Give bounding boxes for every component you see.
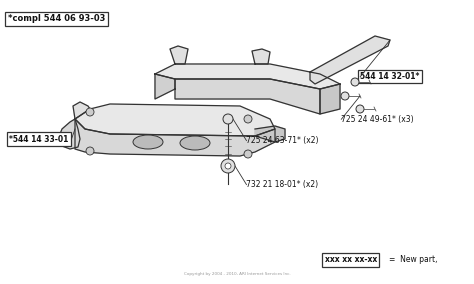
Polygon shape xyxy=(73,102,90,119)
Text: 544 14 32-01*: 544 14 32-01* xyxy=(360,72,419,81)
Polygon shape xyxy=(155,64,340,89)
Circle shape xyxy=(341,92,349,100)
Text: 725 24 49-61* (x3): 725 24 49-61* (x3) xyxy=(341,115,414,124)
Polygon shape xyxy=(75,119,275,156)
Circle shape xyxy=(244,150,252,158)
Text: *compl 544 06 93-03: *compl 544 06 93-03 xyxy=(8,14,105,23)
Polygon shape xyxy=(310,36,390,84)
Text: xxx xx xx-xx: xxx xx xx-xx xyxy=(325,255,377,264)
Text: 732 21 18-01* (x2): 732 21 18-01* (x2) xyxy=(246,180,319,189)
Polygon shape xyxy=(58,119,80,149)
Text: 725 24 63-71* (x2): 725 24 63-71* (x2) xyxy=(246,136,319,145)
Text: =  New part,: = New part, xyxy=(389,255,437,264)
Polygon shape xyxy=(255,126,285,142)
Ellipse shape xyxy=(133,135,163,149)
Circle shape xyxy=(223,114,233,124)
Polygon shape xyxy=(170,46,188,64)
Polygon shape xyxy=(75,104,275,136)
Polygon shape xyxy=(155,74,175,99)
Circle shape xyxy=(351,78,359,86)
Text: ARIparts: ARIparts xyxy=(165,133,233,148)
Circle shape xyxy=(86,147,94,155)
Polygon shape xyxy=(252,49,270,64)
Circle shape xyxy=(356,105,364,113)
Polygon shape xyxy=(320,84,340,114)
Circle shape xyxy=(221,159,235,173)
Circle shape xyxy=(225,163,231,169)
Ellipse shape xyxy=(180,136,210,150)
Text: Copyright by 2004 - 2010, ARI Internet Services Inc.: Copyright by 2004 - 2010, ARI Internet S… xyxy=(184,272,290,276)
Circle shape xyxy=(244,115,252,123)
Polygon shape xyxy=(175,79,320,114)
Circle shape xyxy=(86,108,94,116)
Text: *544 14 33-01: *544 14 33-01 xyxy=(9,135,69,144)
